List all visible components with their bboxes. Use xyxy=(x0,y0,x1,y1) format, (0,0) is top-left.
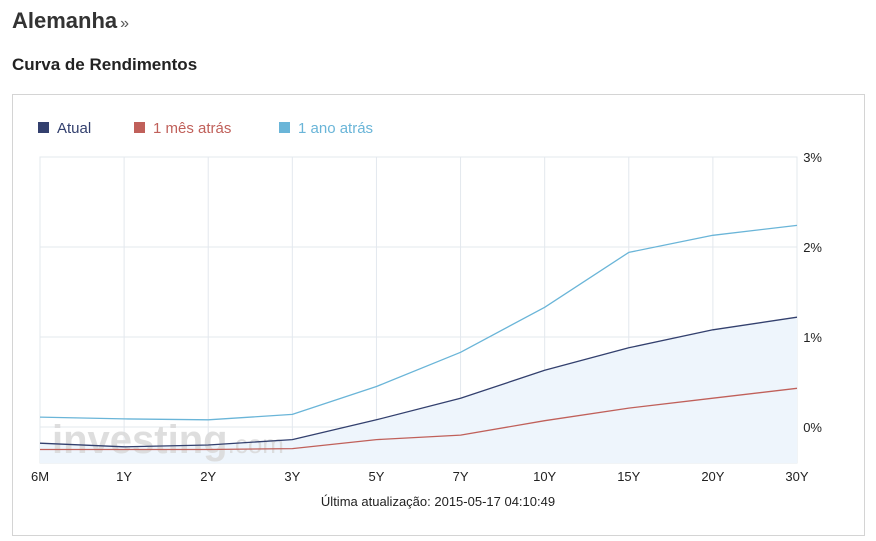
legend-label: Atual xyxy=(57,120,91,137)
y-tick-label: 2% xyxy=(803,240,822,255)
x-tick-label: 6M xyxy=(31,469,49,484)
legend-item[interactable]: Atual xyxy=(38,120,91,137)
legend-item[interactable]: 1 mês atrás xyxy=(134,120,231,137)
x-tick-label: 20Y xyxy=(701,469,724,484)
x-tick-label: 1Y xyxy=(116,469,132,484)
series-line-2 xyxy=(39,224,798,421)
legend-item[interactable]: 1 ano atrás xyxy=(279,120,373,137)
y-tick-label: 0% xyxy=(803,420,822,435)
watermark-main-text: investing xyxy=(52,418,228,462)
x-tick-label: 15Y xyxy=(617,469,640,484)
x-tick-label: 10Y xyxy=(533,469,556,484)
watermark-text: investing.com xyxy=(52,418,284,462)
section-title: Curva de Rendimentos xyxy=(12,55,198,74)
y-tick-label: 1% xyxy=(803,330,822,345)
legend-swatch xyxy=(134,122,145,133)
legend-swatch xyxy=(279,122,290,133)
x-tick-label: 30Y xyxy=(785,469,808,484)
legend-label: 1 mês atrás xyxy=(153,120,231,137)
x-tick-label: 5Y xyxy=(368,469,384,484)
series-line-1 xyxy=(40,387,798,451)
page-title-text: Alemanha xyxy=(12,8,118,33)
last-update-text: Última atualização: 2015-05-17 04:10:49 xyxy=(320,494,556,509)
x-tick-label: 7Y xyxy=(453,469,469,484)
investing-watermark: investing.com xyxy=(52,418,284,462)
series-line-0 xyxy=(39,316,798,448)
y-tick-label: 3% xyxy=(803,150,822,165)
x-tick-label: 3Y xyxy=(284,469,300,484)
page-title[interactable]: Alemanha» xyxy=(12,8,129,34)
legend-label: 1 ano atrás xyxy=(298,120,373,137)
watermark-suffix-text: .com xyxy=(228,429,284,459)
x-tick-label: 2Y xyxy=(200,469,216,484)
legend-swatch xyxy=(38,122,49,133)
title-arrow-icon: » xyxy=(120,15,130,32)
